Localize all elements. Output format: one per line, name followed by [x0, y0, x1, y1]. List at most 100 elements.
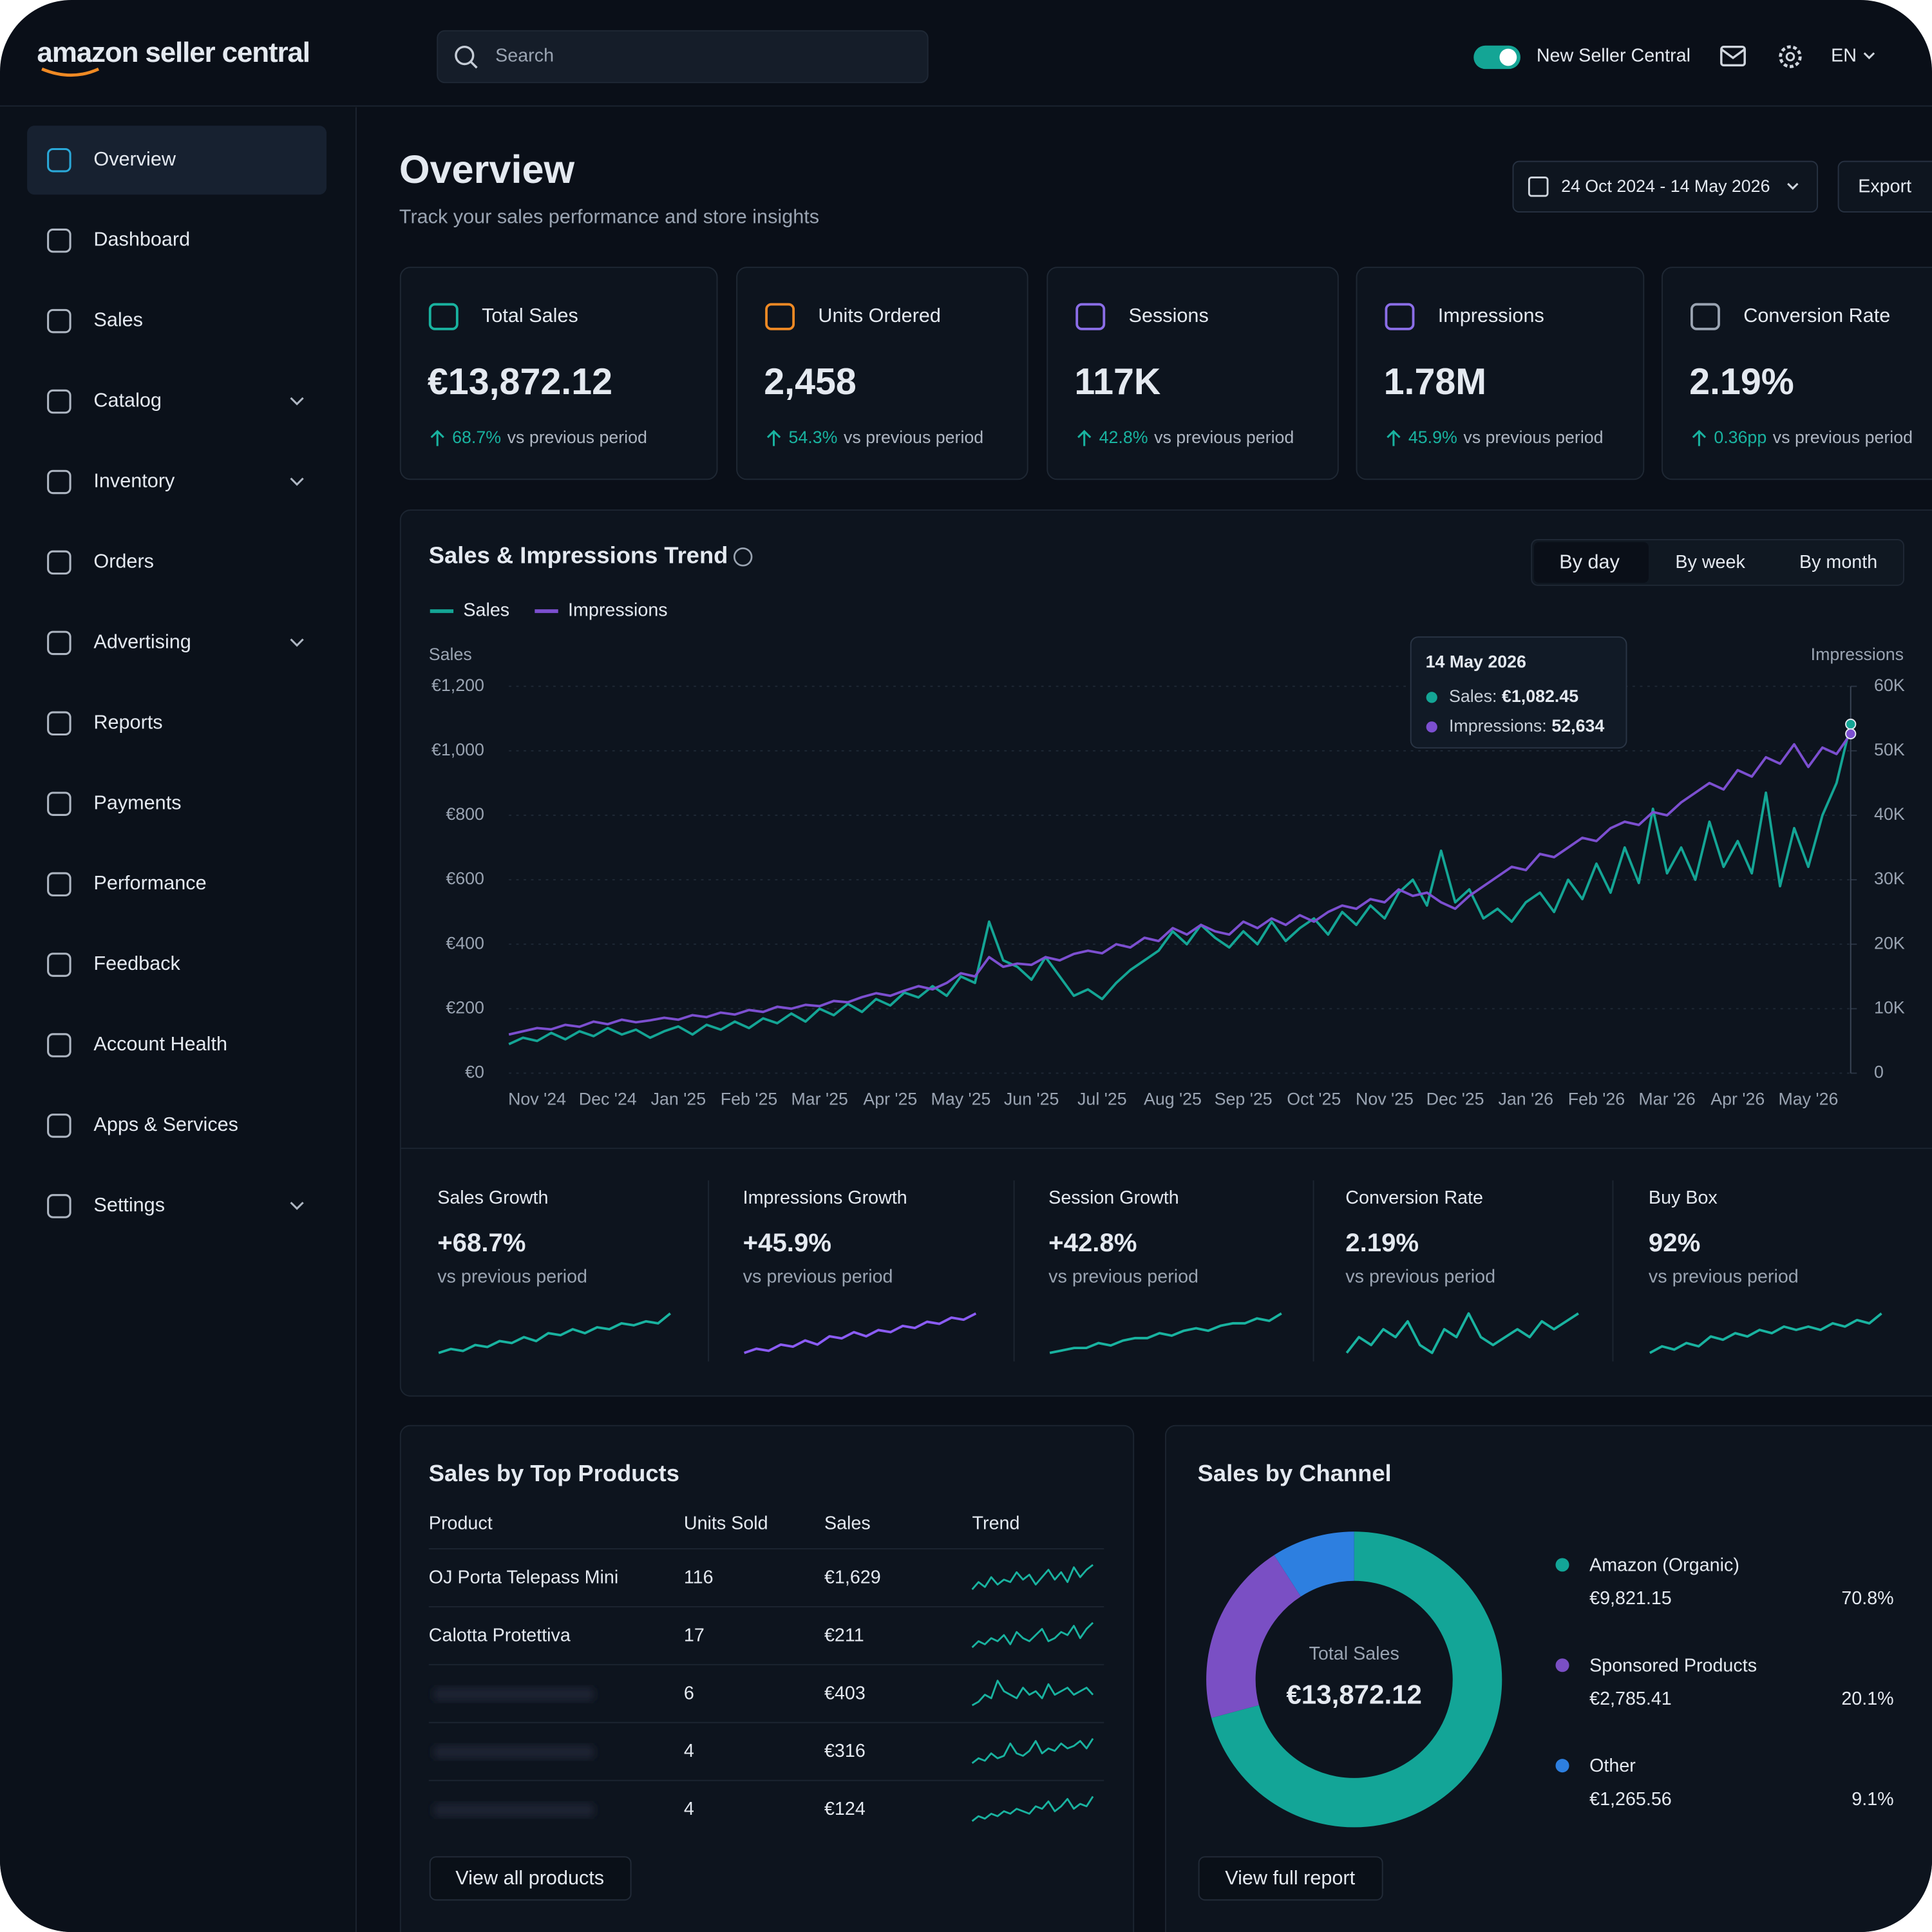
y-tick-label: €600 — [446, 869, 484, 888]
growth-note: vs previous period — [743, 1267, 893, 1287]
date-range: 24 Oct 2024 - 14 May 2026 — [1561, 176, 1770, 196]
channel-share: 9.1% — [1852, 1789, 1893, 1810]
series-line — [508, 733, 1852, 1036]
nav-icon — [47, 1033, 71, 1057]
search-box[interactable] — [437, 30, 929, 84]
x-tick-label: Jan '26 — [1499, 1090, 1553, 1109]
hover-point — [1845, 728, 1857, 740]
period-option[interactable]: By month — [1799, 552, 1877, 573]
view-all-button[interactable] — [429, 1856, 632, 1901]
calendar-icon — [1528, 176, 1549, 197]
logo[interactable]: amazon seller central — [37, 37, 310, 68]
kpi-value: €13,872.12 — [428, 361, 612, 402]
x-tick-label: Oct '25 — [1287, 1090, 1341, 1109]
tooltip-label: Sales: — [1449, 687, 1497, 706]
nav-item[interactable]: Feedback — [93, 952, 180, 974]
info-icon[interactable] — [733, 547, 753, 567]
donut-segment — [1211, 1531, 1502, 1828]
nav-item[interactable]: Apps & Services — [93, 1113, 238, 1135]
growth-label: Impressions Growth — [743, 1188, 907, 1208]
nav-icon — [47, 791, 71, 816]
nav-item[interactable]: Payments — [93, 791, 181, 813]
x-tick-label: Jun '25 — [1004, 1090, 1059, 1109]
sparkline — [743, 1312, 977, 1354]
x-tick-label: Jul '25 — [1077, 1090, 1127, 1109]
growth-note: vs previous period — [1649, 1267, 1799, 1287]
toggle-knob — [1499, 48, 1517, 66]
blurred-name — [433, 1687, 594, 1702]
view-report-button[interactable] — [1198, 1856, 1383, 1901]
blurred-name — [433, 1745, 594, 1760]
chevron — [290, 477, 304, 486]
up-arrow — [766, 430, 781, 446]
tooltip-value: €1,082.45 — [1502, 687, 1578, 706]
y2-tick-label: 0 — [1874, 1063, 1884, 1082]
x-tick-label: Dec '25 — [1426, 1090, 1484, 1109]
growth-note: vs previous period — [1345, 1267, 1495, 1287]
export-button[interactable] — [1837, 160, 1932, 213]
channel-amount: €1,265.56 — [1589, 1789, 1672, 1810]
nav-item[interactable]: Orders — [93, 550, 154, 572]
comparison: vs previous period — [1773, 428, 1913, 447]
nav-icon — [47, 147, 71, 173]
page-title: Overview — [399, 147, 575, 191]
nav-active — [27, 126, 327, 195]
chevron — [1787, 182, 1799, 190]
tooltip — [1410, 636, 1627, 749]
nav-item[interactable]: Overview — [93, 148, 176, 170]
kpi-value: 1.78M — [1384, 361, 1486, 402]
channel-name: Sponsored Products — [1589, 1655, 1757, 1676]
nav-item[interactable]: Sales — [93, 309, 143, 331]
tooltip-line: Impressions: 52,634 — [1449, 716, 1604, 735]
x-tick-label: Feb '25 — [721, 1090, 777, 1109]
nav-icon — [47, 711, 71, 736]
x-tick-label: Dec '24 — [579, 1090, 637, 1109]
nav-icon — [47, 1113, 71, 1138]
y-tick-label: €400 — [446, 933, 484, 952]
date-picker[interactable] — [1512, 160, 1819, 213]
comparison: vs previous period — [844, 428, 983, 447]
chevron — [290, 638, 304, 647]
sparkline — [971, 1622, 1094, 1649]
period-option[interactable]: By week — [1675, 552, 1745, 573]
nav-icon — [47, 308, 71, 334]
y-tick-label: €0 — [465, 1063, 484, 1082]
x-tick-label: Sep '25 — [1215, 1090, 1273, 1109]
export-label: Export — [1858, 176, 1911, 196]
nav-item[interactable]: Reports — [93, 711, 162, 733]
nav-item[interactable]: Advertising — [93, 630, 191, 652]
channel-name: Amazon (Organic) — [1589, 1555, 1739, 1575]
nav-item[interactable]: Catalog — [93, 390, 162, 412]
kpi-card — [736, 267, 1028, 480]
units-sold: 4 — [684, 1799, 694, 1819]
table-header: Trend — [972, 1513, 1020, 1533]
nav-icon — [47, 1194, 71, 1218]
search-placeholder: Search — [495, 46, 554, 66]
units-sold: 6 — [684, 1683, 694, 1703]
mail-icon[interactable] — [1720, 45, 1746, 67]
units-sold: 17 — [684, 1625, 705, 1645]
button-label: View all products — [455, 1867, 604, 1889]
panel-title: Sales by Top Products — [429, 1460, 679, 1486]
nav-item[interactable]: Dashboard — [93, 229, 190, 251]
kpi-label: Units Ordered — [818, 305, 941, 327]
period-option[interactable]: By day — [1559, 551, 1620, 573]
language[interactable]: EN — [1831, 46, 1857, 66]
nav-item[interactable]: Settings — [93, 1194, 165, 1216]
kpi-change: 0.36pp vs previous period — [1714, 428, 1913, 447]
nav-item[interactable]: Account Health — [93, 1033, 227, 1055]
change-value: 0.36pp — [1714, 428, 1766, 447]
series-line — [508, 724, 1852, 1046]
nav-item[interactable]: Performance — [93, 872, 206, 894]
kpi-change: 68.7% vs previous period — [452, 428, 647, 447]
nav-item[interactable]: Inventory — [93, 470, 175, 492]
settings-icon[interactable] — [1779, 45, 1802, 68]
sparkline — [971, 1564, 1094, 1591]
x-tick-label: Aug '25 — [1144, 1090, 1202, 1109]
search-icon — [455, 45, 475, 66]
up-arrow — [1692, 430, 1707, 446]
kpi-card — [399, 267, 718, 480]
legend-dot — [1555, 1658, 1569, 1672]
